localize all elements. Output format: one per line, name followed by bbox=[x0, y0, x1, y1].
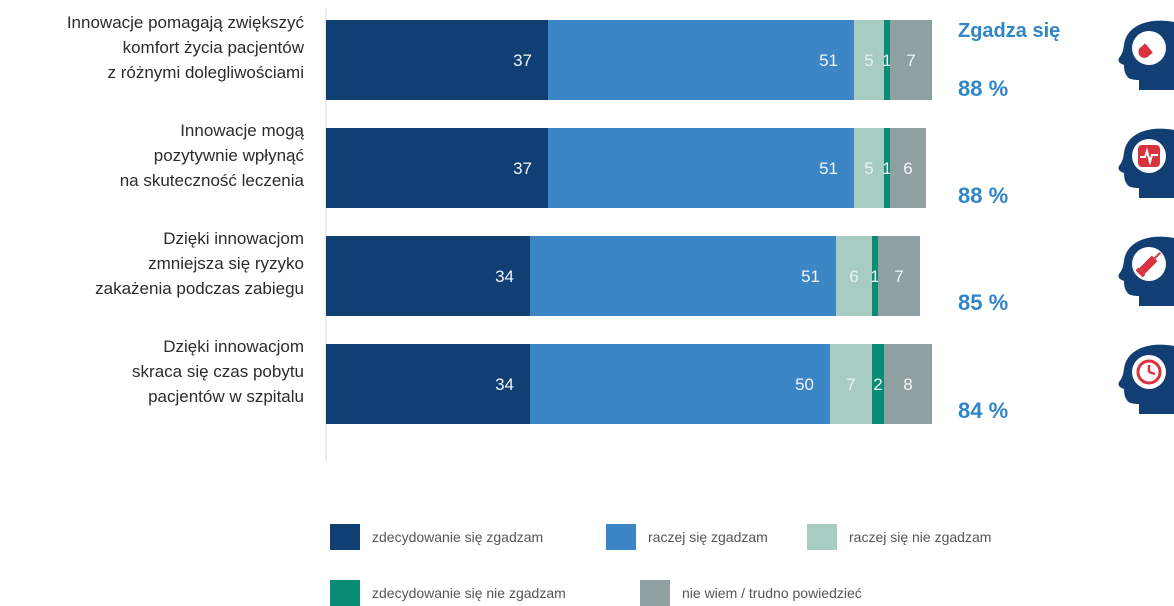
bar-value-label: 7 bbox=[906, 51, 915, 70]
bar-value-label: 1 bbox=[882, 51, 891, 70]
bar-segment bbox=[530, 236, 836, 316]
category-label-line: pozytywnie wpłynąć bbox=[153, 146, 304, 165]
bar-value-label: 5 bbox=[864, 51, 873, 70]
syringe-icon bbox=[1115, 234, 1174, 306]
bar-segment bbox=[326, 344, 530, 424]
bar-value-label: 51 bbox=[819, 159, 838, 178]
bar-segment bbox=[884, 20, 890, 100]
bar-segment bbox=[872, 236, 878, 316]
bar-segment bbox=[326, 128, 548, 208]
legend-swatch bbox=[640, 580, 670, 606]
bar-segment bbox=[830, 344, 872, 424]
agree-total: 85 % bbox=[958, 290, 1009, 315]
agree-total: 88 % bbox=[958, 76, 1009, 101]
bar-segment bbox=[326, 236, 530, 316]
bar-segment bbox=[884, 344, 932, 424]
legend-swatch bbox=[330, 580, 360, 606]
category-label-line: na skuteczność leczenia bbox=[119, 171, 304, 190]
legend-swatch bbox=[807, 524, 837, 550]
bar-segment bbox=[854, 20, 884, 100]
legend-label: zdecydowanie się zgadzam bbox=[372, 529, 544, 545]
category-label-line: komfort życia pacjentów bbox=[122, 38, 304, 57]
category-label-line: Innowacje mogą bbox=[180, 121, 304, 140]
bar-value-label: 51 bbox=[801, 267, 820, 286]
pill-icon bbox=[1115, 18, 1174, 90]
bar-value-label: 6 bbox=[903, 159, 912, 178]
agree-total: 88 % bbox=[958, 183, 1009, 208]
heart-monitor-icon bbox=[1115, 126, 1174, 198]
legend-swatch bbox=[606, 524, 636, 550]
category-label: Innowacje mogą pozytywnie wpłynąć na skute… bbox=[0, 118, 304, 193]
bar-value-label: 34 bbox=[495, 267, 514, 286]
legend-label: zdecydowanie się nie zgadzam bbox=[372, 585, 566, 601]
category-label-line: Dzięki innowacjom bbox=[163, 337, 304, 356]
bar-segment bbox=[548, 128, 854, 208]
agree-title: Zgadza się bbox=[958, 20, 1061, 42]
agree-total: 84 % bbox=[958, 398, 1009, 423]
bar-segment bbox=[836, 236, 872, 316]
bar-segment bbox=[890, 20, 932, 100]
category-label: Dzięki innowacjom zmniejsza się ryzyko zak… bbox=[0, 226, 304, 301]
bar-value-label: 1 bbox=[870, 267, 879, 286]
bar-value-label: 1 bbox=[882, 159, 891, 178]
bar-value-label: 7 bbox=[846, 375, 855, 394]
category-label-line: skraca się czas pobytu bbox=[132, 362, 304, 381]
bar-value-label: 6 bbox=[849, 267, 858, 286]
legend-swatch bbox=[330, 524, 360, 550]
bar-value-label: 8 bbox=[903, 375, 912, 394]
bar-segment bbox=[878, 236, 920, 316]
bar-segment bbox=[890, 128, 926, 208]
bar-segment bbox=[854, 128, 884, 208]
category-label: Dzięki innowacjom skraca się czas pobytu p… bbox=[0, 334, 304, 409]
legend-label: raczej się nie zgadzam bbox=[849, 529, 992, 545]
category-label-line: zmniejsza się ryzyko bbox=[148, 254, 304, 273]
bar-segment bbox=[326, 20, 548, 100]
category-label-line: pacjentów w szpitalu bbox=[148, 387, 304, 406]
bar-value-label: 37 bbox=[513, 159, 532, 178]
category-label-line: zakażenia podczas zabiegu bbox=[95, 279, 304, 298]
category-label-line: Innowacje pomagają zwiększyć bbox=[66, 13, 304, 32]
category-label: Innowacje pomagają zwiększyć komfort życi… bbox=[0, 10, 304, 85]
clock-icon bbox=[1115, 342, 1174, 414]
bar-value-label: 34 bbox=[495, 375, 514, 394]
bar-value-label: 51 bbox=[819, 51, 838, 70]
bar-segment bbox=[884, 128, 890, 208]
legend-label: nie wiem / trudno powiedzieć bbox=[682, 585, 862, 601]
bar-value-label: 7 bbox=[894, 267, 903, 286]
bar-segment bbox=[548, 20, 854, 100]
bar-value-label: 5 bbox=[864, 159, 873, 178]
bar-value-label: 37 bbox=[513, 51, 532, 70]
bar-segment bbox=[872, 344, 884, 424]
bar-segment bbox=[530, 344, 830, 424]
category-label-line: Dzięki innowacjom bbox=[163, 229, 304, 248]
bar-value-label: 2 bbox=[873, 375, 882, 394]
legend-label: raczej się zgadzam bbox=[648, 529, 768, 545]
category-label-line: z różnymi dolegliwościami bbox=[107, 63, 304, 82]
bar-value-label: 50 bbox=[795, 375, 814, 394]
